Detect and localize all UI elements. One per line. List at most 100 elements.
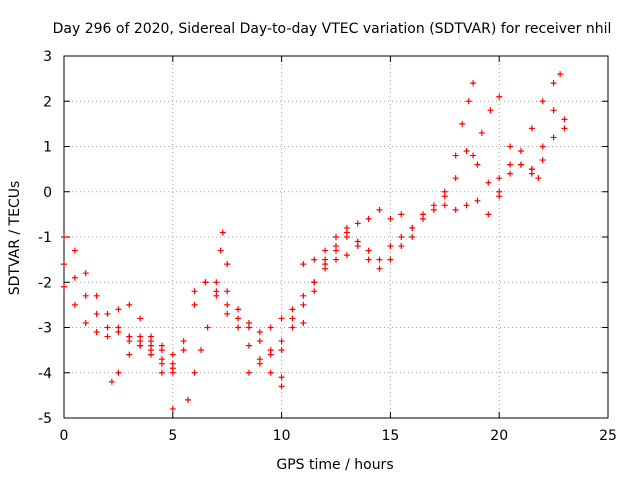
data-point [256,329,263,336]
data-point [365,256,372,263]
data-point [452,175,459,182]
data-point [108,378,115,385]
data-point [267,347,274,354]
data-point [224,310,231,317]
y-tick-label: 0 [43,185,52,201]
x-tick-label: 20 [490,428,508,444]
data-point [322,265,329,272]
data-series [496,71,564,182]
data-point [507,170,514,177]
data-point [311,256,318,263]
data-point [93,310,100,317]
data-point [213,279,220,286]
data-point [278,347,285,354]
data-point [82,292,89,299]
data-point [289,315,296,322]
data-point [148,351,155,358]
y-tick-label: 3 [43,49,52,65]
x-tick-label: 25 [599,428,617,444]
data-point [219,229,226,236]
data-point [202,279,209,286]
data-point [180,347,187,354]
data-point [365,215,372,222]
data-point [343,252,350,259]
data-point [61,234,67,240]
data-point [267,369,274,376]
data-point [539,157,546,164]
data-series [61,234,285,381]
data-point [191,369,198,376]
data-point [452,206,459,213]
data-point [311,288,318,295]
data-point [311,279,318,286]
data-point [224,301,231,308]
data-point [278,315,285,322]
data-point [528,166,535,173]
data-point [71,301,78,308]
data-point [354,220,361,227]
y-tick-label: -1 [38,230,52,246]
data-point [557,71,564,78]
data-point [430,206,437,213]
data-point [158,369,165,376]
data-point [333,247,339,254]
data-point [528,125,535,132]
data-point [322,256,329,263]
data-point [322,247,329,254]
data-point [485,179,492,186]
data-point [517,148,524,155]
x-tick-label: 15 [381,428,399,444]
data-point [235,315,242,322]
data-point [137,342,144,349]
data-series [126,333,176,412]
data-point [550,134,557,141]
y-tick-labels: 3 2 1 0 -1 -2 -3 -4 -5 [38,49,52,427]
data-point [191,288,198,295]
data-points [61,71,568,412]
data-series [61,283,176,367]
y-axis-label: SDTVAR / TECUs [7,181,23,296]
x-tick-label: 5 [168,428,177,444]
data-point [463,148,470,155]
data-point [235,324,242,331]
data-point [496,188,503,195]
data-point [387,243,394,250]
data-point [180,338,187,345]
data-point [517,161,524,168]
y-tick-label: -3 [38,321,52,337]
data-point [387,215,394,222]
y-tick-label: -5 [38,411,52,427]
data-point [71,274,78,281]
x-tick-label: 10 [273,428,291,444]
y-tick-label: 2 [43,94,52,110]
data-point [278,383,285,390]
data-point [474,197,481,204]
data-point [289,306,296,313]
data-point [409,224,416,231]
data-point [148,342,155,349]
data-point [169,360,176,367]
data-point [289,324,296,331]
data-point [300,261,307,268]
data-point [398,234,405,240]
data-point [71,247,78,254]
data-point [158,342,165,349]
data-point [507,161,514,168]
data-point [376,256,383,263]
data-series [278,215,372,354]
data-point [354,238,361,245]
data-point [213,292,220,299]
data-series [470,93,542,182]
data-point [465,98,472,105]
data-series [185,229,231,403]
data-point [507,143,514,150]
data-point [539,98,546,105]
data-point [300,301,307,308]
data-series [333,148,503,263]
data-point [343,224,350,231]
data-point [126,351,133,358]
data-point [333,234,339,240]
data-point [104,333,111,340]
x-tick-labels: 0 5 10 15 20 25 [60,428,617,444]
data-series [245,252,350,376]
